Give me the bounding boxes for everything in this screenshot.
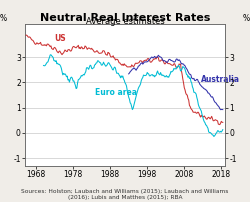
- Text: %: %: [243, 14, 250, 23]
- Text: Australia: Australia: [201, 75, 240, 84]
- Title: Neutral Real Interest Rates: Neutral Real Interest Rates: [40, 14, 210, 23]
- Text: Sources: Holston; Laubach and Williams (2015); Laubach and Williams
(2016); Lubi: Sources: Holston; Laubach and Williams (…: [21, 189, 229, 200]
- Text: Euro area: Euro area: [95, 88, 137, 97]
- Text: %: %: [0, 14, 7, 23]
- Text: US: US: [55, 34, 66, 43]
- Text: Average estimates: Average estimates: [86, 17, 164, 26]
